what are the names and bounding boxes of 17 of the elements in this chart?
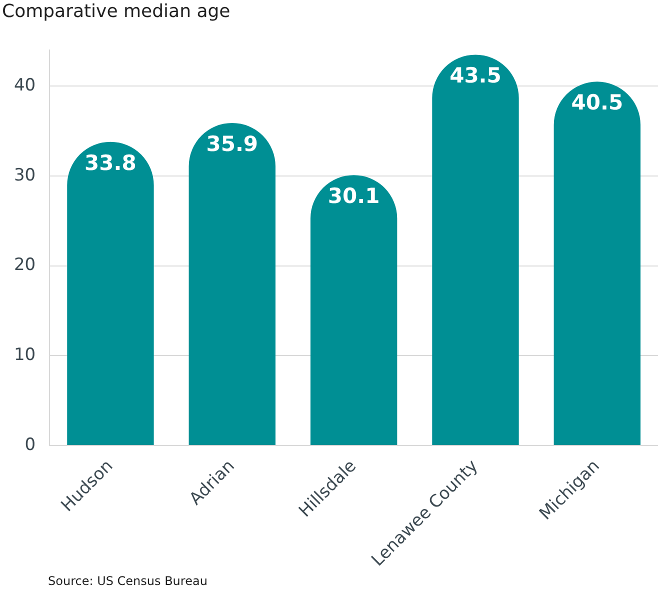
y-tick-label: 20 <box>14 255 36 276</box>
bar <box>554 82 641 445</box>
bar <box>432 54 519 445</box>
data-label: 33.8 <box>84 150 136 175</box>
bar <box>188 122 276 445</box>
bar <box>67 142 154 445</box>
data-label: 35.9 <box>206 132 258 156</box>
y-tick-label: 10 <box>14 345 36 366</box>
source-note: Source: US Census Bureau <box>47 574 208 588</box>
y-tick-label: 0 <box>24 434 36 455</box>
y-tick-label: 30 <box>14 165 36 186</box>
bar <box>310 175 398 445</box>
y-tick-label: 40 <box>14 76 36 96</box>
chart-title: Comparative median age <box>1 0 232 24</box>
data-label: 30.1 <box>328 184 380 208</box>
data-label: 43.5 <box>450 64 502 88</box>
data-label: 40.5 <box>571 90 624 115</box>
